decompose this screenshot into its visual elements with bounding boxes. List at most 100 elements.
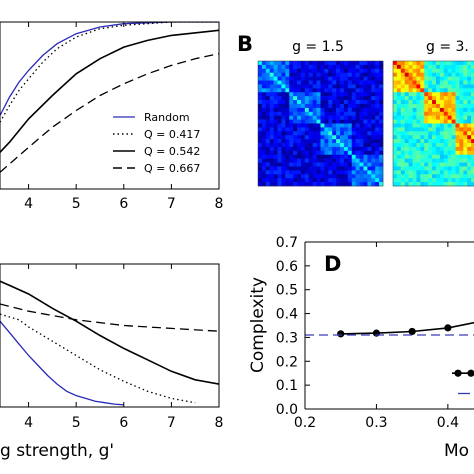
heatmap-cell xyxy=(304,170,310,175)
x-tick-label: 6 xyxy=(119,196,128,212)
heatmap-cell xyxy=(316,80,321,85)
heatmap-cell xyxy=(432,154,437,159)
heatmap-cell xyxy=(265,178,271,183)
heatmap-cell xyxy=(336,123,341,128)
panel-b: B g = 1.5 g = 3. xyxy=(237,32,474,187)
heatmap-cell xyxy=(269,162,274,167)
heatmap-cell xyxy=(258,115,263,120)
y-tick-label: 0.2 xyxy=(276,354,298,370)
heatmap-cell xyxy=(297,84,302,89)
series-line-random xyxy=(0,22,219,116)
heatmap-cell xyxy=(308,143,313,148)
heatmap-cell xyxy=(400,150,406,156)
heatmap-cell xyxy=(379,115,384,120)
heatmap-cell xyxy=(281,92,286,97)
heatmap-cell xyxy=(424,182,429,187)
heatmap-cell xyxy=(316,162,321,167)
heatmap-cell xyxy=(455,150,460,156)
heatmap-cell xyxy=(293,127,298,132)
heatmap-cell xyxy=(265,88,271,93)
heatmap-cell xyxy=(336,127,341,132)
heatmap-cell xyxy=(432,119,437,124)
heatmap-cell xyxy=(447,162,452,167)
heatmap-cell xyxy=(404,100,409,105)
heatmap-cell xyxy=(347,96,353,101)
heatmap-cell xyxy=(293,88,298,93)
heatmap-cell xyxy=(281,64,286,70)
heatmap-cell xyxy=(355,92,360,97)
heatmap-cell xyxy=(393,135,398,140)
heatmap-cell xyxy=(308,166,313,171)
heatmap-cell xyxy=(261,111,267,116)
heatmap-cell xyxy=(408,174,413,179)
heatmap-cell xyxy=(400,84,406,89)
heatmap-cell xyxy=(404,143,409,148)
heatmap-cell xyxy=(416,146,421,152)
heatmap-cell xyxy=(320,68,325,74)
heatmap-cell xyxy=(471,103,474,109)
heatmap-cell xyxy=(412,103,417,109)
heatmap-cell xyxy=(316,88,321,93)
heatmap-cell xyxy=(424,96,429,101)
heatmap-cell xyxy=(343,174,349,179)
heatmap-cell xyxy=(258,143,263,148)
heatmap-cell xyxy=(412,162,417,167)
heatmap-cell xyxy=(312,115,317,120)
heatmap-cell xyxy=(269,182,274,187)
heatmap-cell xyxy=(277,61,282,66)
heatmap-cell xyxy=(467,61,472,66)
heatmap-cell xyxy=(332,154,337,159)
heatmap-cell xyxy=(351,174,356,179)
heatmap-cell xyxy=(393,131,398,136)
heatmap-cell xyxy=(351,64,356,70)
heatmap-cell xyxy=(328,178,333,183)
heatmap-cell xyxy=(336,100,341,105)
heatmap-cell xyxy=(439,103,445,109)
heatmap-cell xyxy=(408,115,413,120)
heatmap-cell xyxy=(412,88,417,93)
heatmap-cell xyxy=(316,146,321,152)
heatmap-cell xyxy=(471,111,474,116)
heatmap-cell xyxy=(273,107,278,113)
heatmap-cell xyxy=(424,61,429,66)
heatmap-cell xyxy=(459,76,464,81)
heatmap-cell xyxy=(359,119,364,124)
heatmap-cell xyxy=(412,119,417,124)
heatmap-cell xyxy=(277,96,282,101)
heatmap-cell xyxy=(304,72,310,77)
heatmap-cell xyxy=(312,107,317,113)
heatmap-cell xyxy=(451,100,456,105)
heatmap-cell xyxy=(455,143,460,148)
heatmap-cell xyxy=(351,96,356,101)
heatmap-cell xyxy=(328,88,333,93)
heatmap-cell xyxy=(328,107,333,113)
heatmap-cell xyxy=(435,96,441,101)
heatmap-cell xyxy=(320,115,325,120)
heatmap-cell xyxy=(443,139,448,144)
heatmap-cell xyxy=(416,182,421,187)
heatmap-cell xyxy=(304,88,310,93)
heatmap-cell xyxy=(424,84,429,89)
heatmap-cell xyxy=(428,135,433,140)
heatmap-cell xyxy=(355,166,360,171)
heatmap-cell xyxy=(273,158,278,163)
heatmap-cell xyxy=(459,131,464,136)
heatmap-cell xyxy=(432,61,437,66)
heatmap-cell xyxy=(320,174,325,179)
heatmap-cell xyxy=(328,154,333,159)
heatmap-cell xyxy=(424,146,429,152)
heatmap-cell xyxy=(400,154,406,159)
heatmap-cell xyxy=(447,123,452,128)
heatmap-cell xyxy=(443,68,448,74)
heatmap-cell xyxy=(420,96,425,101)
heatmap-cell xyxy=(285,139,290,144)
heatmap-cell xyxy=(463,119,468,124)
heatmap-cell xyxy=(435,127,441,132)
heatmap-cell xyxy=(379,111,384,116)
heatmap-cell xyxy=(336,72,341,77)
heatmap-cell xyxy=(312,61,317,66)
heatmap-cell xyxy=(416,166,421,171)
heatmap-cell xyxy=(455,92,460,97)
heatmap-cell xyxy=(471,150,474,156)
